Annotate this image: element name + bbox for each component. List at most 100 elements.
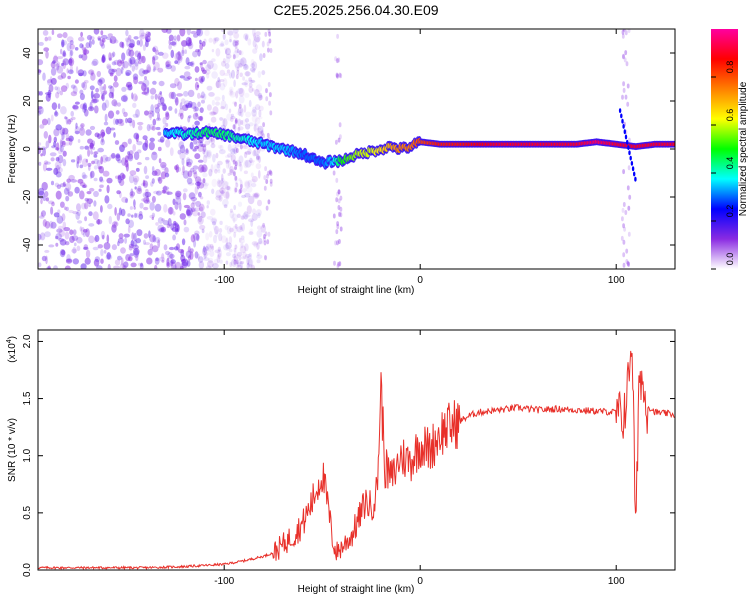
noise-cell — [237, 262, 240, 268]
noise-cell — [196, 234, 200, 242]
noise-cell — [182, 104, 189, 111]
noise-cell — [146, 64, 151, 73]
noise-cell — [127, 154, 134, 162]
noise-cell — [215, 80, 222, 89]
noise-cell — [44, 36, 48, 42]
noise-cell — [72, 105, 79, 111]
noise-cell — [43, 160, 49, 165]
noise-cell — [98, 188, 102, 192]
noise-cell — [180, 112, 184, 120]
noise-cell — [84, 109, 89, 117]
noise-cell — [121, 86, 127, 92]
noise-cell — [244, 159, 252, 168]
noise-cell — [225, 160, 230, 169]
noise-cell — [90, 170, 95, 179]
noise-cell — [168, 91, 175, 99]
noise-cell — [229, 208, 233, 213]
noise-cell — [127, 34, 132, 41]
noise-cell — [96, 70, 102, 78]
noise-cell — [220, 106, 225, 110]
noise-cell — [235, 254, 239, 260]
noise-cell — [251, 175, 258, 183]
noise-cell — [136, 40, 140, 46]
noise-cell — [38, 41, 44, 46]
noise-cell — [146, 195, 150, 203]
noise-cell — [79, 182, 86, 187]
noise-cell — [190, 202, 195, 209]
noise-cell — [190, 234, 196, 243]
noise-cell — [339, 73, 343, 79]
noise-cell — [206, 149, 212, 159]
noise-cell — [136, 187, 143, 195]
noise-cell — [52, 60, 56, 64]
noise-cell — [67, 187, 70, 196]
noise-cell — [162, 220, 170, 226]
y-tick-label: 0 — [22, 146, 33, 152]
noise-cell — [75, 211, 80, 220]
noise-cell — [121, 61, 125, 71]
noise-cell — [165, 64, 172, 70]
noise-cell — [337, 189, 341, 195]
noise-cell — [220, 41, 224, 47]
noise-cell — [229, 262, 232, 268]
noise-cell — [56, 61, 61, 68]
noise-cell — [239, 261, 245, 265]
noise-cell — [102, 234, 105, 240]
noise-cell — [93, 190, 99, 198]
noise-cell — [72, 104, 79, 110]
noise-cell — [151, 166, 155, 173]
noise-cell — [38, 106, 44, 115]
noise-cell — [154, 168, 161, 177]
noise-cell — [157, 112, 160, 121]
noise-cell — [625, 61, 629, 67]
noise-cell — [94, 236, 98, 243]
noise-cell — [141, 91, 148, 95]
noise-cell — [54, 109, 58, 116]
noise-cell — [622, 262, 626, 268]
noise-cell — [628, 137, 631, 143]
noise-cell — [184, 49, 187, 54]
colorbar-gradient — [711, 29, 738, 269]
noise-cell — [225, 48, 231, 56]
noise-cell — [193, 106, 197, 113]
noise-cell — [162, 52, 169, 59]
noise-cell — [218, 228, 223, 233]
noise-cell — [145, 189, 149, 194]
noise-cell — [201, 41, 206, 47]
noise-cell — [105, 156, 111, 162]
noise-cell — [215, 229, 219, 238]
noise-cell — [197, 159, 204, 163]
noise-cell — [239, 163, 243, 172]
noise-cell — [103, 249, 107, 254]
noise-cell — [233, 204, 237, 211]
noise-cell — [51, 201, 55, 207]
noise-cell — [60, 85, 68, 92]
noise-cell — [132, 119, 136, 129]
noise-cell — [139, 29, 145, 38]
noise-cell — [57, 75, 64, 80]
noise-cell — [127, 151, 131, 155]
noise-cell — [186, 162, 189, 167]
noise-cell — [181, 171, 185, 176]
noise-cell — [218, 180, 225, 189]
noise-cell — [112, 51, 116, 58]
noise-cell — [248, 258, 253, 268]
noise-cell — [251, 61, 258, 71]
noise-cell — [215, 152, 219, 159]
noise-cell — [173, 220, 177, 226]
noise-cell — [69, 64, 73, 73]
noise-cell — [233, 186, 237, 194]
noise-cell — [69, 49, 74, 57]
noise-cell — [230, 151, 233, 161]
noise-cell — [125, 69, 132, 76]
noise-cell — [255, 36, 260, 43]
noise-cell — [219, 79, 225, 82]
noise-cell — [202, 59, 207, 65]
noise-cell — [64, 116, 67, 120]
noise-cell — [65, 206, 69, 212]
noise-cell — [99, 39, 105, 47]
noise-cell — [198, 261, 205, 269]
noise-cell — [149, 243, 154, 251]
noise-cell — [154, 49, 159, 56]
noise-cell — [203, 149, 209, 158]
